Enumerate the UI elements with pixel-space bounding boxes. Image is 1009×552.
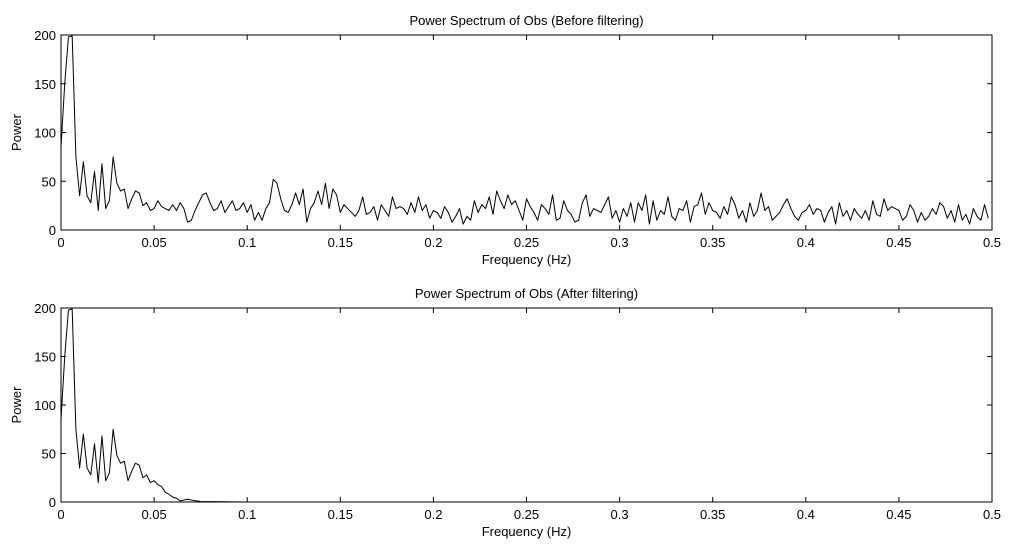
x-tick-label: 0.3 [611,507,629,522]
x-tick-label: 0.1 [238,507,256,522]
x-tick-label: 0.5 [983,235,1001,250]
y-tick-label: 50 [42,447,56,462]
y-axis-label: Power [9,113,24,151]
x-tick-label: 0 [57,235,64,250]
spectrum-line-1 [60,35,989,225]
spectrum-line-1 [60,308,989,503]
y-tick-label: 50 [42,174,56,189]
y-tick-label: 150 [34,77,56,92]
x-tick-label: 0.4 [797,507,815,522]
x-tick-label: 0.2 [424,235,442,250]
y-tick-label: 150 [34,350,56,365]
y-tick-label: 100 [34,126,56,141]
x-tick-label: 0.05 [141,235,166,250]
x-tick-label: 0.15 [328,235,353,250]
x-axis-label: Frequency (Hz) [482,252,572,267]
x-tick-label: 0.4 [797,235,815,250]
chart-title: Power Spectrum of Obs (Before filtering) [409,13,643,28]
x-tick-label: 0.5 [983,507,1001,522]
x-tick-label: 0.45 [886,235,911,250]
x-tick-label: 0.35 [700,235,725,250]
y-tick-label: 100 [34,398,56,413]
x-tick-label: 0.15 [328,507,353,522]
plot-panel-2: Power Spectrum of Obs (After filtering) 0… [9,286,1001,539]
x-axis-label: Frequency (Hz) [482,524,572,539]
x-tick-label: 0.2 [424,507,442,522]
y-tick-label: 200 [34,301,56,316]
y-tick-label: 0 [49,495,56,510]
y-tick-label: 0 [49,223,56,238]
chart-title: Power Spectrum of Obs (After filtering) [415,286,638,301]
x-tick-label: 0.1 [238,235,256,250]
y-axis-label: Power [9,386,24,424]
x-tick-label: 0.3 [611,235,629,250]
x-tick-label: 0.45 [886,507,911,522]
x-tick-label: 0.05 [141,507,166,522]
x-tick-label: 0 [57,507,64,522]
x-tick-label: 0.35 [700,507,725,522]
x-tick-label: 0.25 [514,235,539,250]
y-tick-label: 200 [34,28,56,43]
axes-frame [60,307,993,503]
x-tick-label: 0.25 [514,507,539,522]
plot-panel-1: Power Spectrum of Obs (Before filtering)… [9,13,1001,267]
